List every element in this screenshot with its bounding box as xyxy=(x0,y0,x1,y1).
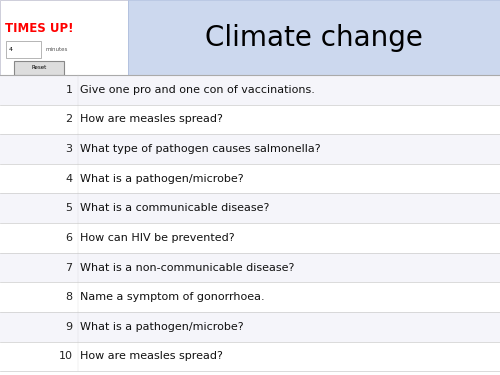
Text: 10: 10 xyxy=(58,351,72,361)
Text: What is a pathogen/microbe?: What is a pathogen/microbe? xyxy=(80,174,243,184)
FancyBboxPatch shape xyxy=(0,164,500,194)
FancyBboxPatch shape xyxy=(0,282,500,312)
Text: How can HIV be prevented?: How can HIV be prevented? xyxy=(80,233,234,243)
Text: 8: 8 xyxy=(66,292,72,302)
Text: How are measles spread?: How are measles spread? xyxy=(80,351,223,361)
Text: 7: 7 xyxy=(66,262,72,273)
Text: Climate change: Climate change xyxy=(205,24,422,51)
Text: Give one pro and one con of vaccinations.: Give one pro and one con of vaccinations… xyxy=(80,85,315,95)
Text: 1: 1 xyxy=(66,85,72,95)
Text: TIMES UP!: TIMES UP! xyxy=(5,22,73,34)
Text: 6: 6 xyxy=(66,233,72,243)
FancyBboxPatch shape xyxy=(0,342,500,371)
Text: What type of pathogen causes salmonella?: What type of pathogen causes salmonella? xyxy=(80,144,320,154)
FancyBboxPatch shape xyxy=(0,75,500,105)
FancyBboxPatch shape xyxy=(128,0,500,75)
Text: 4: 4 xyxy=(66,174,72,184)
FancyBboxPatch shape xyxy=(14,61,64,75)
Text: Reset: Reset xyxy=(32,65,46,70)
Text: Name a symptom of gonorrhoea.: Name a symptom of gonorrhoea. xyxy=(80,292,264,302)
FancyBboxPatch shape xyxy=(6,41,41,58)
FancyBboxPatch shape xyxy=(0,312,500,342)
FancyBboxPatch shape xyxy=(0,134,500,164)
FancyBboxPatch shape xyxy=(0,253,500,282)
Text: 2: 2 xyxy=(66,114,72,125)
FancyBboxPatch shape xyxy=(0,0,128,75)
Text: minutes: minutes xyxy=(45,47,68,52)
Text: What is a pathogen/microbe?: What is a pathogen/microbe? xyxy=(80,322,243,332)
Text: How are measles spread?: How are measles spread? xyxy=(80,114,223,125)
Text: 4: 4 xyxy=(9,47,13,52)
Text: 9: 9 xyxy=(66,322,72,332)
FancyBboxPatch shape xyxy=(0,105,500,134)
Text: 3: 3 xyxy=(66,144,72,154)
FancyBboxPatch shape xyxy=(0,194,500,223)
Text: What is a communicable disease?: What is a communicable disease? xyxy=(80,203,270,213)
FancyBboxPatch shape xyxy=(0,223,500,253)
Text: What is a non-communicable disease?: What is a non-communicable disease? xyxy=(80,262,294,273)
Text: 5: 5 xyxy=(66,203,72,213)
